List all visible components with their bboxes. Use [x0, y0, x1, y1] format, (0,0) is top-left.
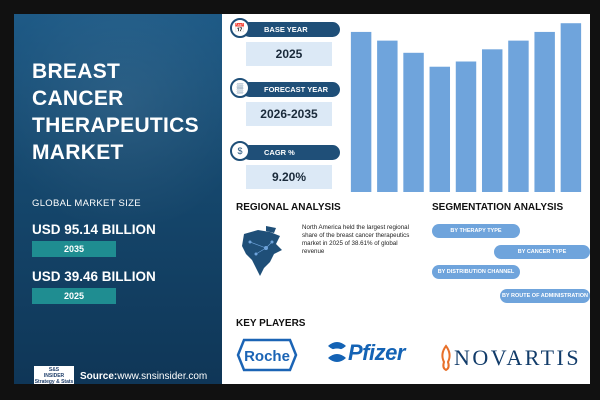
metric-value: 2026-2035 [246, 102, 332, 126]
title-line: THERAPEUTICS [32, 114, 199, 137]
year-badge-2025: 2025 [32, 288, 116, 304]
pfizer-label: Pfizer [348, 340, 405, 365]
chart-bar [429, 66, 451, 192]
roche-label: Roche [244, 348, 290, 365]
metric-value: 2025 [246, 42, 332, 66]
chart-bar [455, 61, 477, 192]
regional-analysis-text: North America held the largest regional … [302, 224, 410, 255]
title-line: MARKET [32, 141, 124, 164]
novartis-logo: NOVARTIS [438, 344, 581, 372]
segment-cancer-type[interactable]: BY CANCER TYPE [494, 245, 590, 259]
segment-route-of-administration[interactable]: BY ROUTE OF ADMINISTRATION [500, 289, 590, 303]
chart-bar [403, 52, 424, 192]
north-america-map-icon [242, 226, 282, 276]
coins-icon: $ [230, 141, 250, 161]
calendar-icon: 📅 [230, 18, 250, 38]
novartis-label: NOVARTIS [454, 345, 582, 370]
chart-bar [560, 23, 582, 192]
chart-bar [508, 40, 529, 192]
pfizer-logo: Pfizer [326, 336, 405, 370]
roche-logo: Roche [236, 338, 298, 372]
segment-distribution-channel[interactable]: BY DISTRIBUTION CHANNEL [432, 265, 520, 279]
regional-analysis-title: REGIONAL ANALYSIS [236, 202, 341, 213]
title-line: BREAST CANCER [32, 60, 124, 110]
source-line: S&S INSIDER Strategy & Stats Source: www.s… [34, 366, 207, 384]
source-link[interactable]: www.snsinsider.com [117, 370, 208, 382]
key-players-title: KEY PLAYERS [236, 318, 306, 329]
novartis-flame-icon [441, 344, 451, 372]
bar-chart [350, 23, 582, 192]
metric-value: 9.20% [246, 165, 332, 189]
segmentation-analysis-title: SEGMENTATION ANALYSIS [432, 202, 564, 213]
page-title: BREAST CANCER THERAPEUTICS MARKET [32, 58, 212, 166]
metric-label: FORECAST YEAR [242, 82, 340, 97]
chart-bar [350, 31, 372, 192]
chart-bar [481, 49, 503, 192]
market-value-2035: USD 95.14 BILLION [32, 222, 156, 237]
source-prefix: Source: [80, 370, 118, 382]
year-badge-2035: 2035 [32, 241, 116, 257]
chart-bar [534, 31, 555, 192]
market-value-2025: USD 39.46 BILLION [32, 269, 156, 284]
chart-bar [377, 40, 398, 192]
segment-therapy-type[interactable]: BY THERAPY TYPE [432, 224, 520, 238]
pfizer-mark-icon [328, 342, 346, 362]
metric-label: CAGR % [242, 145, 340, 160]
metric-label: BASE YEAR [242, 22, 340, 37]
sns-insider-logo: S&S INSIDER Strategy & Stats [34, 366, 74, 384]
chart-icon: ▒ [230, 78, 250, 98]
global-market-size-label: GLOBAL MARKET SIZE [32, 198, 141, 209]
left-panel: BREAST CANCER THERAPEUTICS MARKET GLOBAL… [14, 14, 222, 384]
